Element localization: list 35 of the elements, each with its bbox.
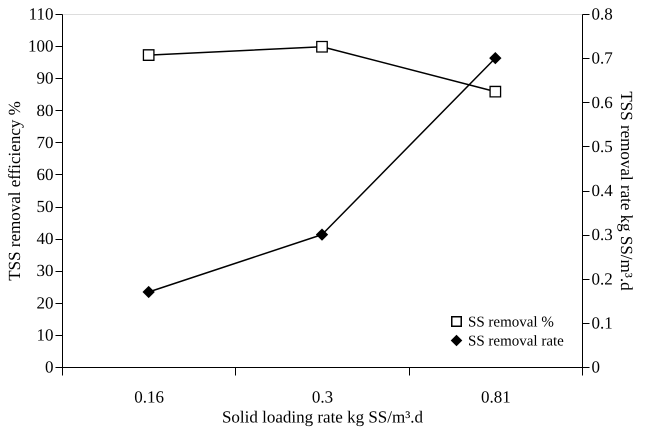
y-tick-label: 40 [36, 229, 54, 248]
y2-tick-label: 0 [592, 358, 600, 376]
x-tick-label: 0.16 [134, 388, 164, 406]
y-tick-label: 20 [36, 293, 54, 312]
y-tick-label: 90 [36, 68, 54, 88]
y-tick-label: 10 [36, 325, 54, 344]
x-tick-label: 0.3 [312, 388, 334, 406]
y-tick-label: 80 [36, 100, 54, 120]
y-tick-label: 70 [36, 132, 54, 152]
y-tick-label: 100 [28, 36, 54, 56]
point [142, 286, 155, 298]
y2-tick-label: 0.3 [592, 225, 613, 244]
point [489, 86, 502, 98]
point [142, 49, 155, 61]
y-tick-label: 50 [36, 197, 54, 216]
point [316, 228, 328, 241]
y2-tick-label: 0.8 [592, 4, 613, 24]
y2-tick-label: 0.7 [592, 48, 614, 68]
x-axis-title: Solid loading rate kg SS/m³.d [222, 408, 424, 426]
legend-label: SS removal % [468, 314, 554, 330]
y-tick-label: 30 [36, 261, 54, 280]
y2-tick-label: 0.6 [592, 92, 613, 112]
y2-tick-label: 0.2 [592, 269, 613, 288]
y2-tick-label: 0.1 [592, 313, 613, 332]
y-axis-title: TSS removal efficiency % [5, 101, 24, 281]
x-tick-label: 0.81 [480, 388, 511, 406]
point [489, 52, 502, 64]
point [316, 40, 328, 53]
y2-axis-title: TSS removal rate kg SS/m³.d [616, 91, 636, 292]
y-tick-label: 0 [45, 358, 54, 376]
y2-tick-label: 0.4 [592, 181, 614, 200]
y-tick-label: 110 [28, 4, 54, 24]
legend-label: SS removal rate [468, 334, 564, 350]
y2-tick-label: 0.5 [592, 136, 613, 156]
y-tick-label: 60 [36, 164, 54, 184]
